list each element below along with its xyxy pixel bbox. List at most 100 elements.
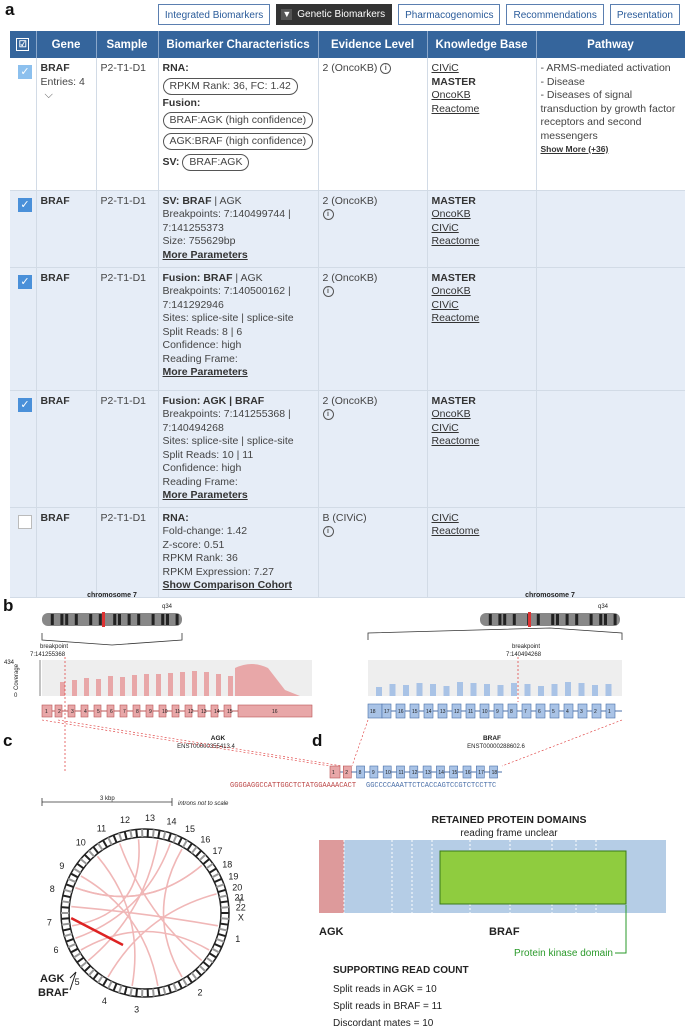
circos-band [102,978,108,987]
circos-band [198,965,207,973]
coverage-min: 0 [14,693,18,699]
exon-label: 7 [524,709,527,715]
row-checkbox[interactable] [18,514,32,529]
reads-line: Split reads in AGK = 10 [333,984,437,995]
row-checkbox[interactable]: ✓ [18,197,32,212]
exon-label: 9 [149,709,152,715]
table-row[interactable]: ✓ BRAF P2-T1-D1 SV: BRAF | AGK Breakpoin… [10,190,685,268]
fusion-pill[interactable]: AGK:BRAF (high confidence) [162,133,314,150]
expand-chevron-icon[interactable]: ⌵ [44,89,53,101]
kb-link-civic[interactable]: CIViC [431,221,459,234]
circos-chromosome-label: 15 [185,824,195,834]
panel-label-d: d [312,731,322,750]
col-evidence[interactable]: Evidence Level [318,31,428,58]
info-icon[interactable]: i [322,526,334,537]
row-checkbox[interactable]: ✓ [18,274,32,289]
kb-link-reactome[interactable]: Reactome [431,525,480,537]
more-parameters-link[interactable]: More Parameters [162,248,248,261]
agk-exon [67,704,76,718]
kb-link-oncokb[interactable]: OncoKB [431,408,471,420]
chromosome-left-ideogram: chromosome 7 q34 [42,592,182,627]
info-icon[interactable]: i [322,286,334,297]
info-icon[interactable]: i [322,209,334,220]
table-row[interactable]: ✓ BRAF Entries: 4 ⌵ P2-T1-D1 RNA: RPKM R… [10,58,685,191]
show-comparison-cohort-link[interactable]: Show Comparison Cohort [162,579,293,591]
kb-link-civic[interactable]: CIViC [431,511,459,524]
row-checkbox[interactable]: ✓ [18,397,32,412]
circos-band [191,846,198,854]
biomarker-detail: 7:141292946 [162,298,224,311]
exon-label: 15 [452,770,458,776]
braf-exon [591,703,602,719]
domains-title: RETAINED PROTEIN DOMAINS [432,814,587,826]
col-pathway[interactable]: Pathway [536,31,685,58]
kb-link-oncokb[interactable]: OncoKB [431,285,471,297]
kb-link-oncokb[interactable]: OncoKB [431,208,471,220]
coverage-peak [84,678,89,696]
tab-genetic-biomarkers[interactable]: ▼ Genetic Biomarkers [276,4,393,25]
reads-title: SUPPORTING READ COUNT [333,965,469,976]
sv-pill[interactable]: BRAF:AGK [182,154,250,171]
fusion-pill[interactable]: BRAF:AGK (high confidence) [162,112,314,129]
circos-band [80,858,88,865]
braf-exon-track: 18 17 16 15 14 13 12 11 10 9 8 7 6 5 4 3 2 1 [367,703,622,719]
band-label: q34 [598,604,609,610]
circos-band [172,983,178,992]
circos-band [216,938,225,943]
col-kb[interactable]: Knowledge Base [427,31,537,58]
col-biomarker[interactable]: Biomarker Characteristics [158,31,319,58]
kb-link-civic[interactable]: CIViC [431,421,459,434]
coverage-peak [457,682,463,696]
sequence-braf: GGCCCCAAATTCTCACCAGTCCGTCTCCTTC [366,782,496,790]
braf-exon [493,703,504,719]
circos-link [107,893,217,978]
tab-integrated-biomarkers[interactable]: Integrated Biomarkers [157,4,271,25]
kb-link-reactome[interactable]: Reactome [431,312,480,324]
circos-link [80,930,210,951]
kb-link-reactome[interactable]: Reactome [431,235,480,247]
circos-band [217,932,227,938]
exon-label: 16 [398,709,404,715]
chevron-down-icon: ▼ [281,9,293,20]
fusion-exon [369,765,379,779]
kb-master: MASTER [431,271,476,284]
coverage-peak [416,683,423,696]
kb-link-oncokb[interactable]: OncoKB [431,89,471,101]
circos-chromosome-label: 9 [59,861,64,871]
kb-link-reactome[interactable]: Reactome [431,102,480,115]
table-row[interactable]: ✓ BRAF P2-T1-D1 Fusion: BRAF | AGK Break… [10,267,685,391]
more-parameters-link[interactable]: More Parameters [162,366,248,378]
rna-pill[interactable]: RPKM Rank: 36, FC: 1.42 [162,77,298,95]
row-checkbox[interactable]: ✓ [18,65,32,79]
show-more-link[interactable]: Show More (+36) [540,144,609,154]
exon-label: 12 [188,709,194,715]
col-sample[interactable]: Sample [96,31,159,58]
agk-exon [119,704,128,718]
tab-recommendations[interactable]: Recommendations [506,4,604,25]
circos-band [92,846,99,854]
table-row[interactable]: BRAF P2-T1-D1 RNA: Fold-change: 1.42 Z-s… [10,507,685,598]
kb-link-civic[interactable]: CIViC [431,62,459,74]
kb-link-reactome[interactable]: Reactome [431,435,480,447]
circos-band [70,872,79,879]
info-icon[interactable]: i [380,63,392,74]
table-row[interactable]: ✓ BRAF P2-T1-D1 Fusion: AGK | BRAF Break… [10,390,685,508]
gene-name: BRAF [36,190,97,268]
circos-chromosome-label: 21 [235,892,245,902]
info-icon[interactable]: i [322,409,334,420]
select-all-checkbox[interactable]: ☑ [10,31,37,58]
coverage-peak [108,676,113,696]
coverage-peak [228,676,233,696]
circos-band [88,849,95,858]
col-gene[interactable]: Gene [36,31,97,58]
more-parameters-link[interactable]: More Parameters [162,489,248,501]
exon-label: 1 [45,709,48,715]
tab-pharmacogenomics[interactable]: Pharmacogenomics [398,4,501,25]
kb-link-civic[interactable]: CIViC [431,298,459,311]
circos-band [97,842,104,851]
circos-band [67,942,76,949]
fusion-exon [449,765,459,779]
coverage-max: 434 [4,660,15,666]
tab-presentation[interactable]: Presentation [609,4,680,25]
sv-label: SV: [162,156,180,168]
